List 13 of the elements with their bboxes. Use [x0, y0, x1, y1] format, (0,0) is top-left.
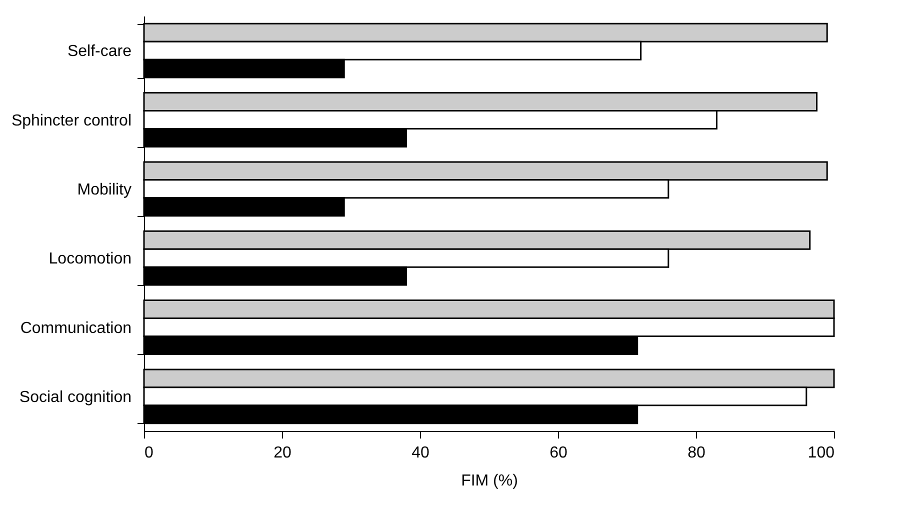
- x-tick-label: 100: [808, 444, 835, 462]
- x-tick-label: 80: [688, 444, 706, 462]
- x-tick-label: 20: [274, 444, 292, 462]
- y-tick-label: Sphincter control: [11, 112, 132, 130]
- y-tick-label: Communication: [20, 320, 132, 337]
- y-tick-label: Mobility: [77, 181, 132, 198]
- y-tick-label: Self-care: [67, 43, 132, 60]
- x-tick-label: 40: [412, 444, 430, 462]
- y-tick-label: Social cognition: [19, 388, 132, 406]
- x-axis-title: FIM (%): [461, 472, 518, 490]
- x-tick-label: 0: [144, 444, 154, 462]
- y-tick-label: Locomotion: [48, 250, 132, 268]
- x-tick-label: 60: [550, 444, 568, 462]
